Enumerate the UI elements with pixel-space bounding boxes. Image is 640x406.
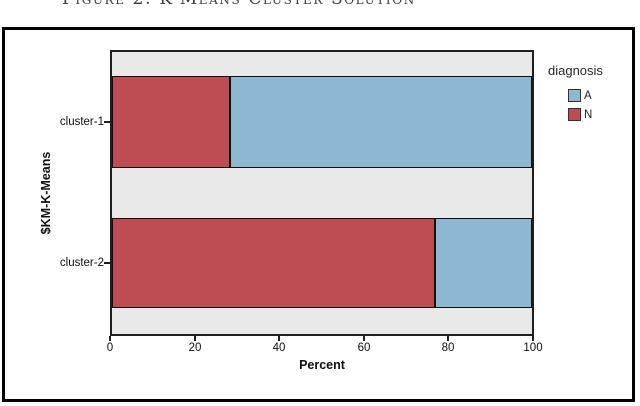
y-tick-label-cluster-1: cluster-1 [59,116,104,128]
legend-label-N: N [584,108,593,121]
x-tick-label-0: 0 [106,342,114,354]
x-axis-title: Percent [299,358,345,372]
plot-area [110,50,534,336]
x-tick-label-100: 100 [523,342,543,354]
bar-cluster-2 [112,218,532,308]
legend-item-N: N [568,105,635,124]
y-tick-mark [104,121,110,123]
bar-segment-cluster-2-N [112,218,436,308]
bar-segment-cluster-1-N [112,76,230,168]
y-axis-title: $KM-K-Means [39,151,53,235]
figure-caption: Figure 2: K-Means Cluster Solution [62,0,416,9]
figure-frame: $KM-K-Means cluster-1 cluster-2 0 20 40 60 80… [2,27,635,402]
bar-segment-cluster-1-A [229,76,532,168]
legend-swatch-N [568,108,581,121]
x-tick-mark [532,336,534,341]
legend-title: diagnosis [548,63,603,78]
bar-segment-cluster-2-A [435,218,532,308]
bar-cluster-1 [112,76,532,168]
x-tick-label-80: 80 [441,342,455,354]
x-tick-mark [194,336,196,341]
x-tick-mark [447,336,449,341]
legend-item-A: A [568,86,635,105]
x-tick-mark [278,336,280,341]
x-tick-mark [363,336,365,341]
x-tick-label-40: 40 [272,342,286,354]
x-tick-mark [109,336,111,341]
y-tick-label-cluster-2: cluster-2 [59,257,104,269]
y-tick-mark [104,262,110,264]
legend-label-A: A [584,89,592,102]
x-tick-label-20: 20 [188,342,202,354]
legend-swatch-A [568,89,581,102]
x-tick-label-60: 60 [357,342,371,354]
